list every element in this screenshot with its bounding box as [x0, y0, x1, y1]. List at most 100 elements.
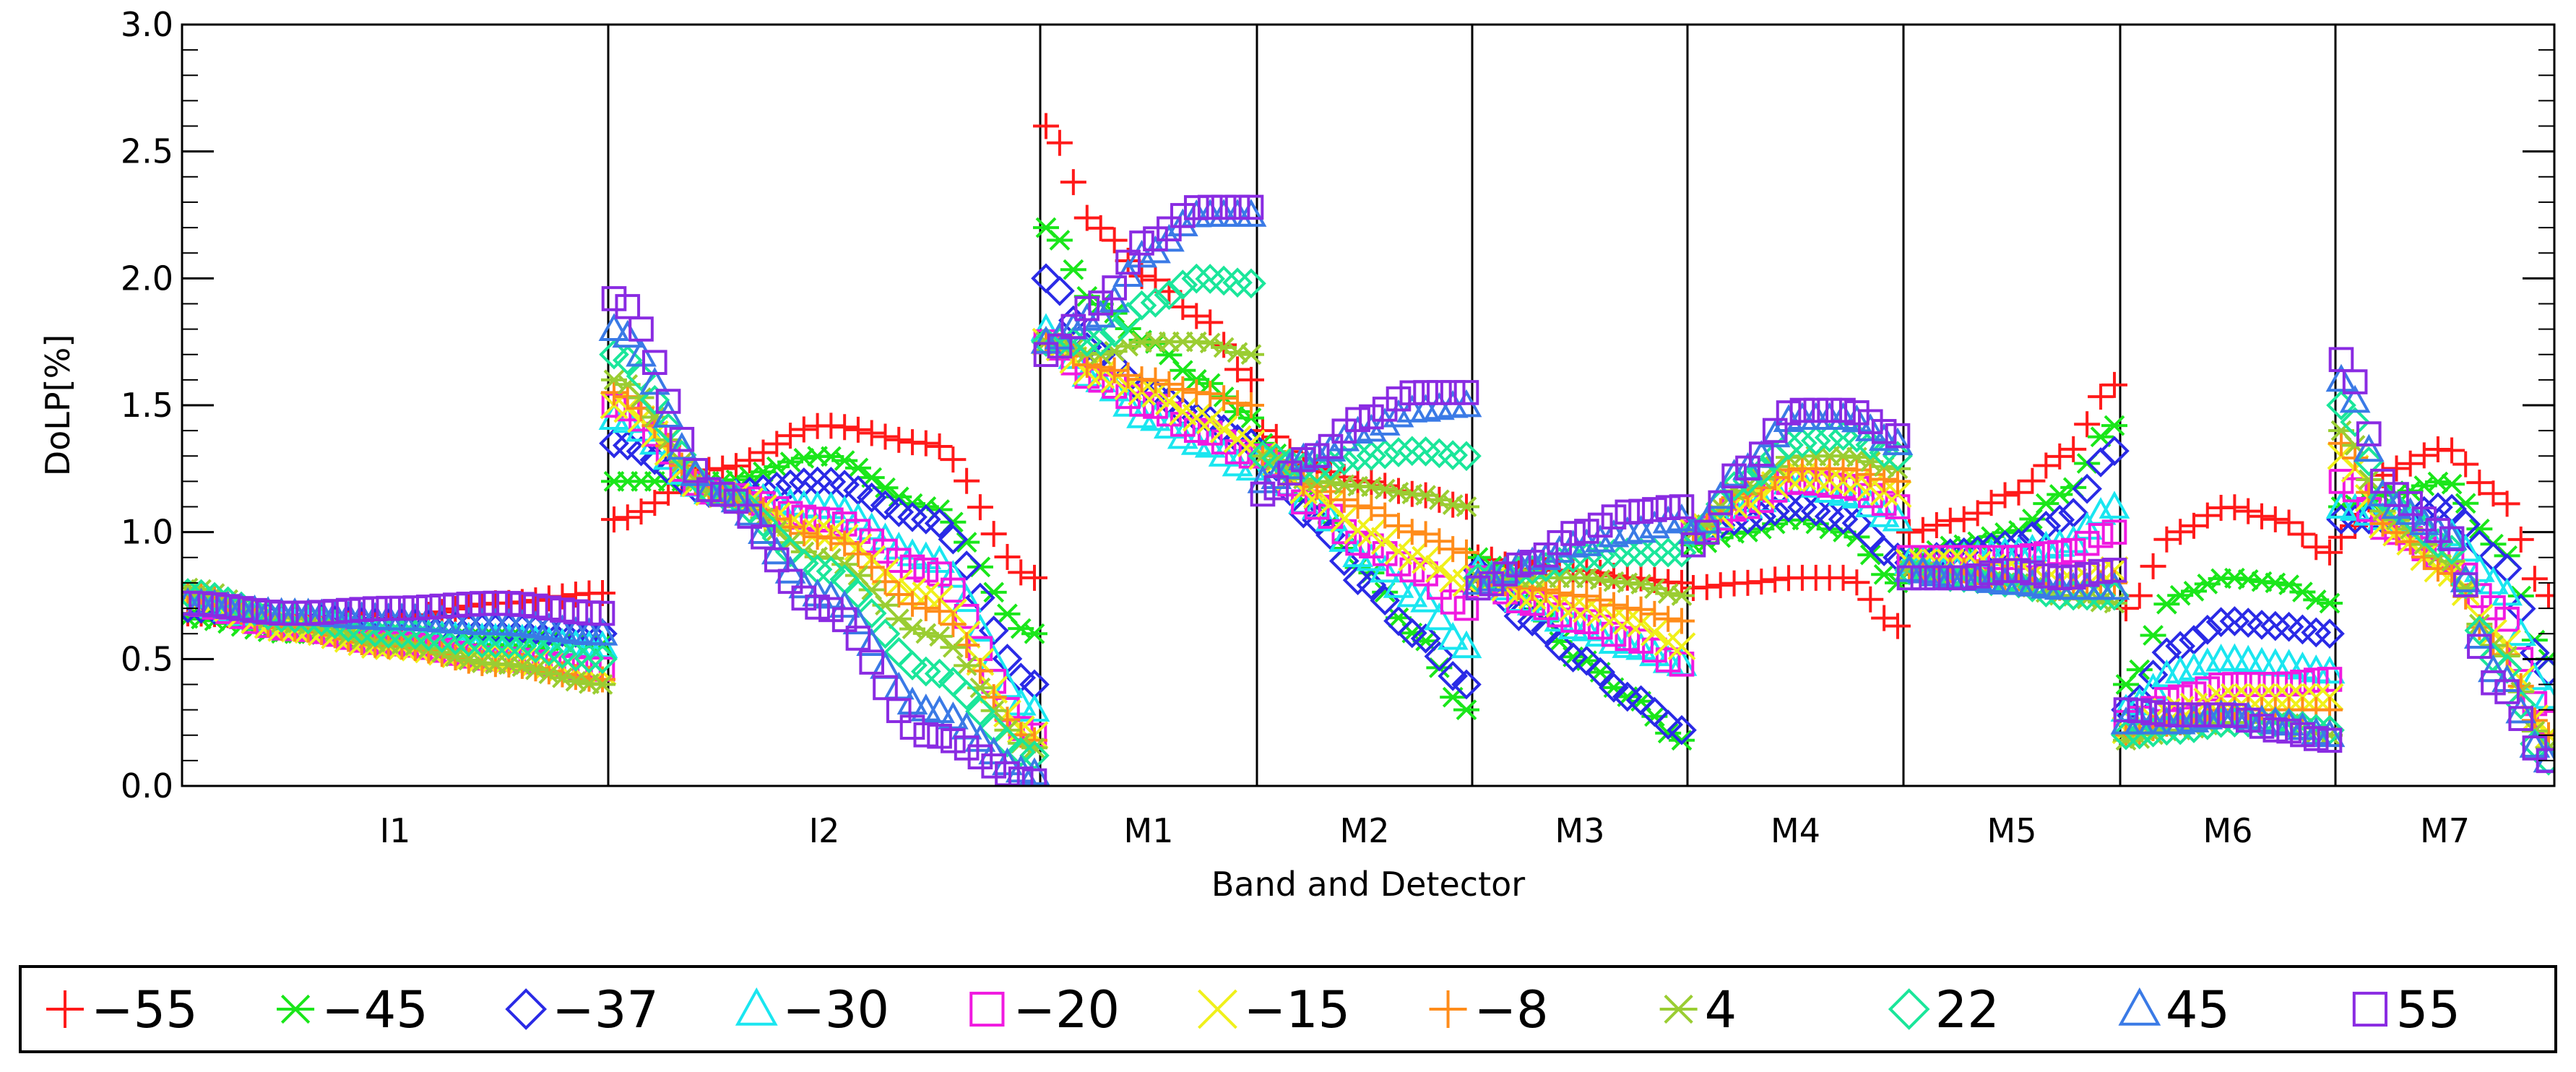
data-point: [1601, 621, 1627, 647]
data-point: [2192, 614, 2223, 645]
legend-label: −30: [782, 980, 889, 1039]
data-point: [709, 455, 736, 482]
data-point: [1235, 199, 1267, 227]
data-point: [790, 416, 817, 443]
data-point: [1302, 453, 1333, 484]
data-point: [576, 600, 602, 626]
data-point: [2033, 493, 2059, 514]
data-point: [2339, 493, 2371, 521]
data-point: [1451, 669, 1482, 700]
data-point: [1167, 208, 1198, 237]
data-point: [2328, 524, 2354, 550]
data-point: [563, 599, 589, 625]
data-point: [2276, 718, 2301, 744]
data-point: [1126, 290, 1157, 321]
data-point: [2536, 582, 2554, 609]
data-point: [2181, 512, 2207, 539]
data-point: [709, 482, 735, 507]
data-point: [1762, 566, 1789, 593]
data-point: [1544, 535, 1576, 563]
data-point: [1546, 579, 1573, 606]
data-point: [1386, 512, 1412, 539]
data-point: [736, 447, 763, 474]
data-point: [1140, 288, 1171, 318]
data-point: [1383, 399, 1414, 428]
data-point: [1692, 509, 1722, 539]
data-point: [1008, 559, 1034, 586]
data-point: [2439, 437, 2465, 464]
data-point: [1277, 460, 1302, 486]
data-point: [2101, 371, 2127, 398]
data-point: [1211, 194, 1237, 220]
data-point: [1318, 433, 1344, 459]
legend-marker: [2118, 987, 2161, 1026]
data-point: [1490, 558, 1521, 589]
data-point: [1871, 419, 1897, 444]
data-point: [2328, 469, 2354, 494]
data-point: [1344, 493, 1371, 519]
data-point: [1101, 227, 1128, 254]
data-point: [1291, 446, 1316, 472]
band-label-m3: M3: [1555, 811, 1605, 850]
data-point: [1396, 579, 1428, 608]
data-point: [720, 484, 752, 513]
data-point: [722, 453, 749, 480]
data-point: [1197, 309, 1224, 336]
data-point: [2478, 654, 2509, 683]
data-point: [454, 626, 484, 657]
data-point: [899, 714, 925, 740]
data-point: [628, 498, 654, 525]
data-point: [628, 316, 654, 342]
data-point: [1170, 360, 1196, 381]
data-point: [2508, 706, 2534, 731]
data-point: [1669, 494, 1695, 519]
data-point: [926, 598, 953, 625]
data-point: [2536, 748, 2554, 774]
data-point: [2339, 384, 2371, 413]
legend: −55 −45 −37 −30 −20 −15 −8 4 22 45 55: [46, 980, 2460, 1039]
legend-label: −37: [552, 980, 659, 1039]
data-point: [1345, 407, 1370, 433]
data-point: [2099, 571, 2130, 600]
data-point: [2303, 667, 2329, 693]
data-point: [1453, 380, 1479, 405]
data-point: [612, 345, 643, 376]
data-point: [1625, 631, 1656, 660]
data-point: [402, 595, 428, 621]
data-point: [1425, 555, 1453, 583]
data-point: [994, 543, 1021, 570]
data-point: [2140, 625, 2166, 646]
data-point: [1440, 589, 1466, 615]
data-point: [980, 521, 1007, 548]
data-point: [815, 491, 847, 519]
data-point: [2222, 703, 2247, 728]
data-point: [1573, 583, 1600, 610]
data-point: [2356, 469, 2382, 490]
data-point: [2154, 701, 2179, 727]
data-point: [2519, 662, 2551, 691]
data-point: [2005, 479, 2032, 506]
data-point: [2153, 593, 2180, 615]
series-10: [182, 194, 2554, 786]
data-point: [1800, 425, 1831, 456]
data-point: [1370, 439, 1401, 470]
data-point: [295, 600, 321, 626]
data-point: [1653, 537, 1684, 568]
data-point: [1885, 468, 1911, 495]
data-point: [870, 522, 901, 550]
data-point: [1857, 461, 1884, 488]
data-point: [228, 596, 254, 621]
data-point: [1871, 605, 1898, 631]
data-point: [2060, 564, 2086, 590]
data-point: [696, 477, 722, 503]
data-point: [912, 595, 939, 621]
data-point: [1453, 539, 1479, 566]
data-point: [1211, 385, 1237, 412]
data-point: [1183, 303, 1210, 329]
data-point: [2353, 433, 2385, 462]
data-point: [1170, 203, 1196, 228]
data-point: [844, 457, 871, 479]
data-point: [870, 618, 901, 649]
data-point: [1587, 614, 1613, 640]
data-point: [1060, 314, 1086, 340]
